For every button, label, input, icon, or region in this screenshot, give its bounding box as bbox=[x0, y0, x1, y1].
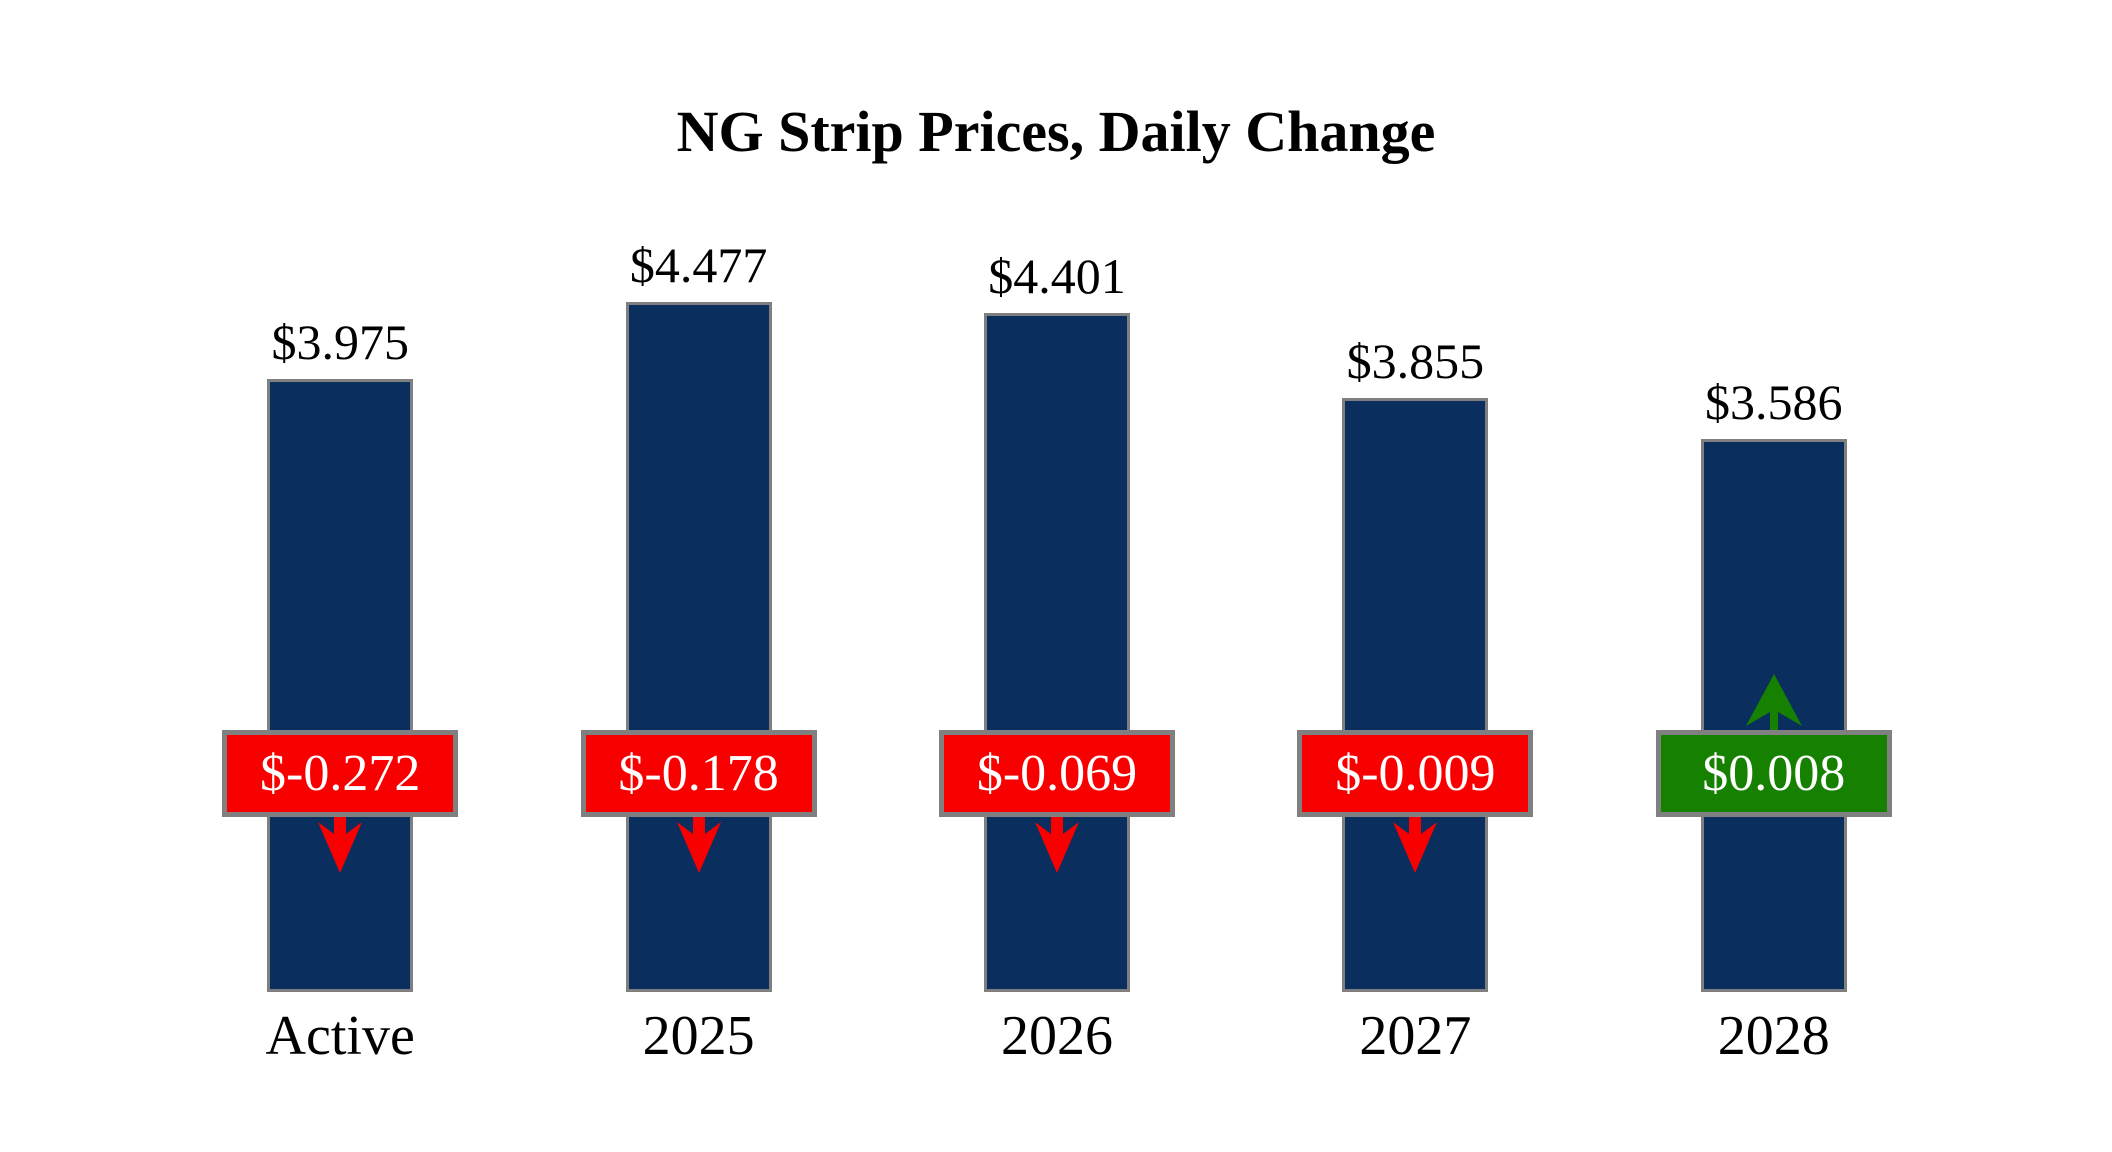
bar-column-2025: $4.477 $-0.178 2025 bbox=[519, 200, 877, 1064]
bar-value-label: $3.586 bbox=[1705, 374, 1843, 430]
price-bar bbox=[983, 313, 1130, 992]
down-arrow-icon bbox=[1029, 817, 1085, 878]
bar-value-label: $3.975 bbox=[271, 314, 409, 370]
down-arrow-icon bbox=[671, 817, 727, 878]
price-bar bbox=[625, 302, 772, 992]
category-label: 2026 bbox=[1000, 1005, 1113, 1067]
bar-column-2028: $3.586 $0.008 2028 bbox=[1595, 200, 1953, 1064]
price-bar bbox=[267, 379, 414, 992]
bar-value-label: $3.855 bbox=[1346, 333, 1485, 389]
category-label: Active bbox=[265, 1005, 415, 1067]
chart-title: NG Strip Prices, Daily Change bbox=[676, 99, 1436, 164]
down-arrow-icon bbox=[312, 817, 368, 878]
price-bar bbox=[1342, 398, 1489, 992]
bar-column-2027: $3.855 $-0.009 2027 bbox=[1236, 200, 1594, 1064]
daily-change-badge: $-0.009 bbox=[1297, 730, 1534, 817]
plot-area: $3.975 $-0.272 Active $4.477 $-0.178 2025 $4.4… bbox=[161, 200, 1953, 1064]
category-label: 2027 bbox=[1359, 1005, 1472, 1067]
bar-column-active: $3.975 $-0.272 Active bbox=[161, 200, 519, 1064]
bar-column-2026: $4.401 $-0.069 2026 bbox=[878, 200, 1236, 1064]
category-label: 2028 bbox=[1717, 1005, 1830, 1067]
bar-value-label: $4.477 bbox=[629, 237, 768, 293]
up-arrow-icon bbox=[1744, 674, 1804, 737]
daily-change-badge: $-0.272 bbox=[222, 730, 459, 817]
daily-change-badge: $0.008 bbox=[1655, 730, 1892, 817]
daily-change-badge: $-0.178 bbox=[580, 730, 817, 817]
down-arrow-icon bbox=[1387, 817, 1443, 878]
daily-change-badge: $-0.069 bbox=[938, 730, 1175, 817]
category-label: 2025 bbox=[642, 1005, 755, 1067]
bar-value-label: $4.401 bbox=[988, 248, 1126, 304]
